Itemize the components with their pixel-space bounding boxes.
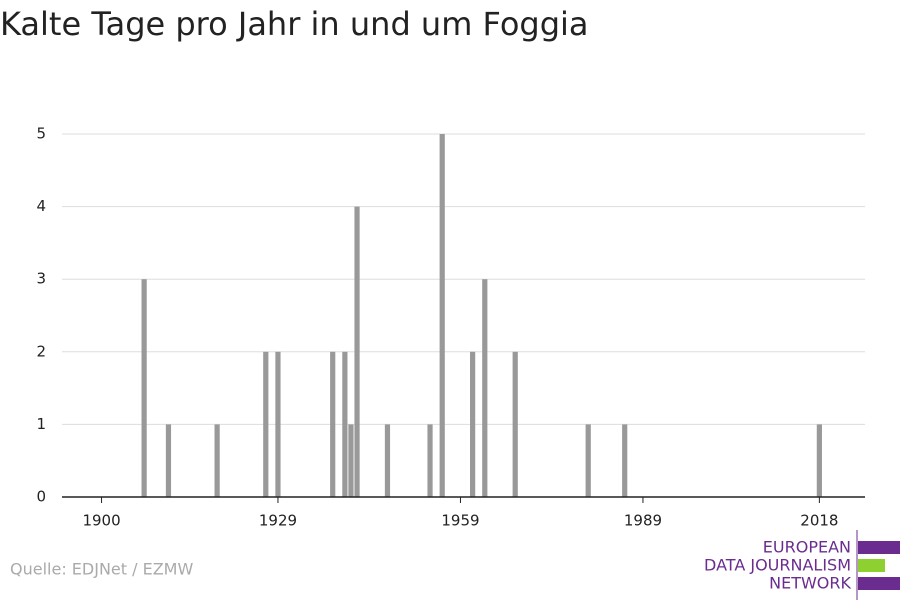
logo-text: DATA JOURNALISM [704,556,851,575]
bar [622,424,628,497]
logo: EUROPEAN DATA JOURNALISM NETWORK [704,530,900,600]
bar [384,424,391,497]
logo-bar [858,541,900,554]
bar [512,351,518,497]
bar [427,424,433,497]
bar [439,134,445,497]
bar [214,424,220,497]
x-tick-label: 1929 [259,512,297,530]
bar [585,424,591,497]
x-tick-label: 1989 [624,512,662,530]
bar [348,424,354,497]
chart-title: Kalte Tage pro Jahr in und um Foggia [0,5,589,43]
bar [342,351,348,497]
bar [263,351,269,497]
logo-text: EUROPEAN [763,538,851,557]
x-tick-label: 2018 [800,512,838,530]
y-tick-label: 0 [36,488,46,506]
x-tick-label: 1959 [441,512,479,530]
source: Quelle: EDJNet / EZMW [10,560,193,579]
logo-bar [858,577,900,590]
bar [330,351,336,497]
bar [141,279,147,497]
bar [470,351,476,497]
logo-bar [858,559,885,572]
bar [816,424,822,497]
y-tick-label: 4 [36,197,46,215]
y-tick-label: 1 [36,415,46,433]
y-tick-label: 3 [36,270,46,288]
bar [354,206,360,497]
y-tick-label: 5 [36,125,46,143]
bar [165,424,172,497]
logo-text: NETWORK [769,574,851,593]
bar [275,351,281,497]
y-tick-label: 2 [36,342,46,360]
x-tick-label: 1900 [82,512,120,530]
bar [482,279,488,497]
